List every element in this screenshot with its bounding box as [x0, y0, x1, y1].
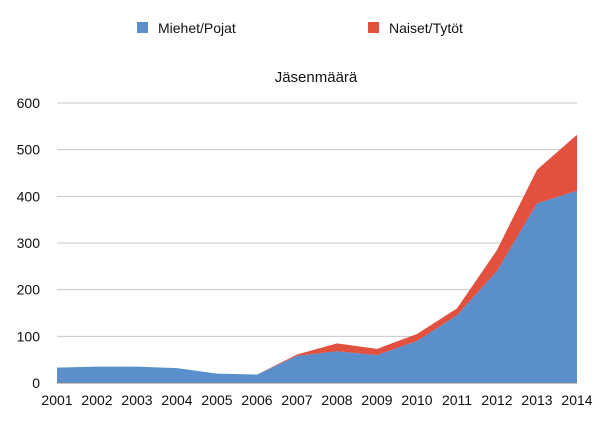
data-point-s1-2008	[336, 342, 339, 345]
plot-areas	[56, 133, 579, 384]
x-tick-label-13: 2014	[561, 392, 592, 408]
x-tick-label-0: 2001	[41, 392, 72, 408]
y-tick-label-2: 200	[17, 282, 41, 298]
x-tick-label-8: 2009	[361, 392, 392, 408]
legend-label-1: Naiset/Tytöt	[389, 20, 463, 36]
data-point-s1-2007	[296, 353, 299, 356]
y-tick-label-0: 0	[32, 375, 40, 391]
y-tick-label-4: 400	[17, 188, 41, 204]
x-tick-label-11: 2012	[481, 392, 512, 408]
legend: Miehet/Pojat Naiset/Tytöt	[137, 20, 463, 36]
data-point-s1-2013	[536, 168, 539, 171]
chart-title: Jäsenmäärä	[275, 69, 358, 86]
y-tick-label-6: 600	[17, 95, 41, 111]
data-point-s1-2009	[376, 347, 379, 350]
x-tick-label-10: 2011	[442, 392, 472, 408]
legend-swatch-0	[137, 22, 148, 33]
x-tick-label-12: 2013	[521, 392, 552, 408]
x-tick-label-6: 2007	[281, 392, 312, 408]
x-tick-label-7: 2008	[321, 392, 352, 408]
data-point-s1-2002	[96, 365, 99, 368]
legend-swatch-1	[368, 22, 379, 33]
area-series-0	[57, 190, 577, 383]
data-point-s1-2011	[456, 307, 459, 310]
x-tick-label-1: 2002	[81, 392, 112, 408]
y-axis: 0 100 200 300 400 500 600	[17, 95, 41, 391]
data-point-s1-2006	[256, 373, 259, 376]
data-point-s1-2003	[136, 365, 139, 368]
data-point-s1-2014	[576, 133, 579, 136]
x-axis: 2001 2002 2003 2004 2005 2006 2007 2008 2009 2010…	[41, 392, 592, 408]
y-tick-label-3: 300	[17, 235, 41, 251]
x-tick-label-4: 2005	[201, 392, 232, 408]
x-tick-label-9: 2010	[401, 392, 432, 408]
legend-label-0: Miehet/Pojat	[158, 20, 236, 36]
y-tick-label-1: 100	[17, 328, 41, 344]
data-point-s1-2001	[56, 366, 59, 369]
data-point-s1-2005	[216, 372, 219, 375]
x-tick-label-2: 2003	[121, 392, 152, 408]
data-point-s1-2004	[176, 367, 179, 370]
y-tick-label-5: 500	[17, 142, 41, 158]
data-point-s1-2012	[496, 249, 499, 252]
data-point-s1-2010	[416, 333, 419, 336]
x-tick-label-5: 2006	[241, 392, 272, 408]
x-tick-label-3: 2004	[161, 392, 192, 408]
